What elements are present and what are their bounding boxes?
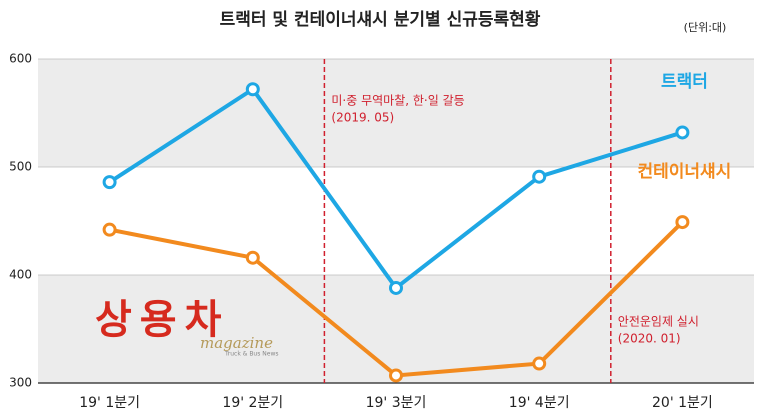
- point: [532, 169, 547, 184]
- y-tick-label: 400: [9, 268, 32, 282]
- x-tick-label: 19' 4분기: [509, 395, 570, 411]
- logo-tag: Truck & Bus News: [224, 351, 278, 358]
- point: [245, 250, 260, 265]
- x-tick-label: 19' 3분기: [366, 395, 427, 411]
- point: [389, 368, 403, 383]
- point: [389, 280, 403, 295]
- point: [675, 215, 690, 230]
- logo: 상용차: [95, 297, 229, 343]
- logo-sub: magazine: [200, 334, 273, 352]
- annotation: 미·중 무역마찰, 한·일 갈등: [331, 94, 464, 108]
- grid-band: [38, 59, 754, 167]
- x-tick-label: 20' 1분기: [652, 395, 713, 411]
- annotation: (2019. 05): [331, 111, 394, 125]
- y-tick-label: 300: [9, 376, 32, 390]
- series-label: 컨테이너섀시: [637, 162, 731, 182]
- point: [102, 222, 117, 237]
- unit-note: (단위:대): [684, 21, 727, 34]
- point: [675, 125, 690, 140]
- x-tick-label: 19' 2분기: [222, 395, 283, 411]
- point: [102, 175, 117, 190]
- point: [532, 356, 547, 371]
- y-tick-label: 600: [9, 52, 32, 66]
- annotation: 안전운임제 실시: [618, 315, 699, 329]
- x-tick-label: 19' 1분기: [79, 395, 140, 411]
- y-tick-label: 500: [9, 160, 32, 174]
- point: [245, 82, 260, 97]
- series-label: 트랙터: [661, 72, 708, 92]
- chart-title: 트랙터 및 컨테이너섀시 분기별 신규등록현황: [220, 10, 541, 30]
- annotation: (2020. 01): [618, 332, 681, 346]
